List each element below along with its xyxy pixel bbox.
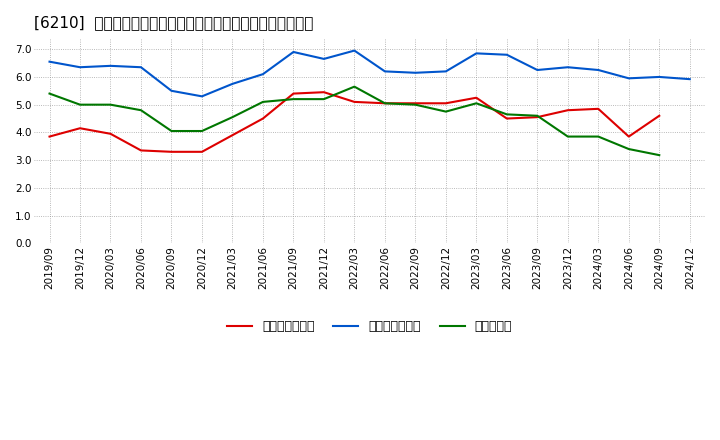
売上債権回転率 (441, 101, 450, 106)
売上債権回転率 (381, 101, 390, 106)
売上債権回転率 (289, 91, 298, 96)
在庫回転率 (594, 134, 603, 139)
買入債務回転率 (624, 76, 633, 81)
売上債権回転率 (411, 101, 420, 106)
Line: 在庫回転率: 在庫回転率 (50, 87, 660, 155)
売上債権回転率 (624, 134, 633, 139)
買入債務回転率 (441, 69, 450, 74)
売上債権回転率 (472, 95, 481, 100)
売上債権回転率 (564, 107, 572, 113)
売上債権回転率 (655, 113, 664, 118)
買入債務回転率 (350, 48, 359, 53)
在庫回転率 (441, 109, 450, 114)
売上債権回転率 (594, 106, 603, 111)
在庫回転率 (411, 102, 420, 107)
在庫回転率 (533, 113, 541, 118)
売上債権回転率 (106, 131, 114, 136)
在庫回転率 (350, 84, 359, 89)
Line: 買入債務回転率: 買入債務回転率 (50, 51, 690, 96)
買入債務回転率 (167, 88, 176, 93)
買入債務回転率 (533, 67, 541, 73)
買入債務回転率 (197, 94, 206, 99)
買入債務回転率 (685, 77, 694, 82)
売上債権回転率 (258, 116, 267, 121)
売上債権回転率 (167, 149, 176, 154)
買入債務回転率 (258, 72, 267, 77)
在庫回転率 (45, 91, 54, 96)
在庫回転率 (564, 134, 572, 139)
買入債務回転率 (320, 56, 328, 62)
買入債務回転率 (594, 67, 603, 73)
買入債務回転率 (289, 49, 298, 55)
在庫回転率 (624, 147, 633, 152)
買入債務回転率 (381, 69, 390, 74)
売上債権回転率 (320, 90, 328, 95)
売上債権回転率 (76, 125, 84, 131)
在庫回転率 (76, 102, 84, 107)
買入債務回転率 (655, 74, 664, 80)
買入債務回転率 (137, 65, 145, 70)
売上債権回転率 (137, 148, 145, 153)
売上債権回転率 (350, 99, 359, 105)
Line: 売上債権回転率: 売上債権回転率 (50, 92, 660, 152)
在庫回転率 (228, 114, 237, 120)
在庫回転率 (655, 153, 664, 158)
買入債務回転率 (472, 51, 481, 56)
在庫回転率 (106, 102, 114, 107)
買入債務回転率 (411, 70, 420, 75)
在庫回転率 (197, 128, 206, 134)
買入債務回転率 (76, 65, 84, 70)
買入債務回転率 (503, 52, 511, 57)
売上債権回転率 (228, 132, 237, 138)
買入債務回転率 (45, 59, 54, 64)
売上債権回転率 (503, 116, 511, 121)
在庫回転率 (258, 99, 267, 105)
在庫回転率 (503, 112, 511, 117)
買入債務回転率 (564, 65, 572, 70)
在庫回転率 (472, 101, 481, 106)
在庫回転率 (289, 96, 298, 102)
Text: [6210]  売上債権回転率、買入債務回転率、在庫回転率の推移: [6210] 売上債権回転率、買入債務回転率、在庫回転率の推移 (35, 15, 314, 30)
在庫回転率 (167, 128, 176, 134)
在庫回転率 (320, 96, 328, 102)
在庫回転率 (137, 107, 145, 113)
Legend: 売上債権回転率, 買入債務回転率, 在庫回転率: 売上債権回転率, 買入債務回転率, 在庫回転率 (222, 315, 517, 338)
売上債権回転率 (197, 149, 206, 154)
買入債務回転率 (106, 63, 114, 69)
買入債務回転率 (228, 81, 237, 87)
在庫回転率 (381, 101, 390, 106)
売上債権回転率 (45, 134, 54, 139)
売上債権回転率 (533, 114, 541, 120)
